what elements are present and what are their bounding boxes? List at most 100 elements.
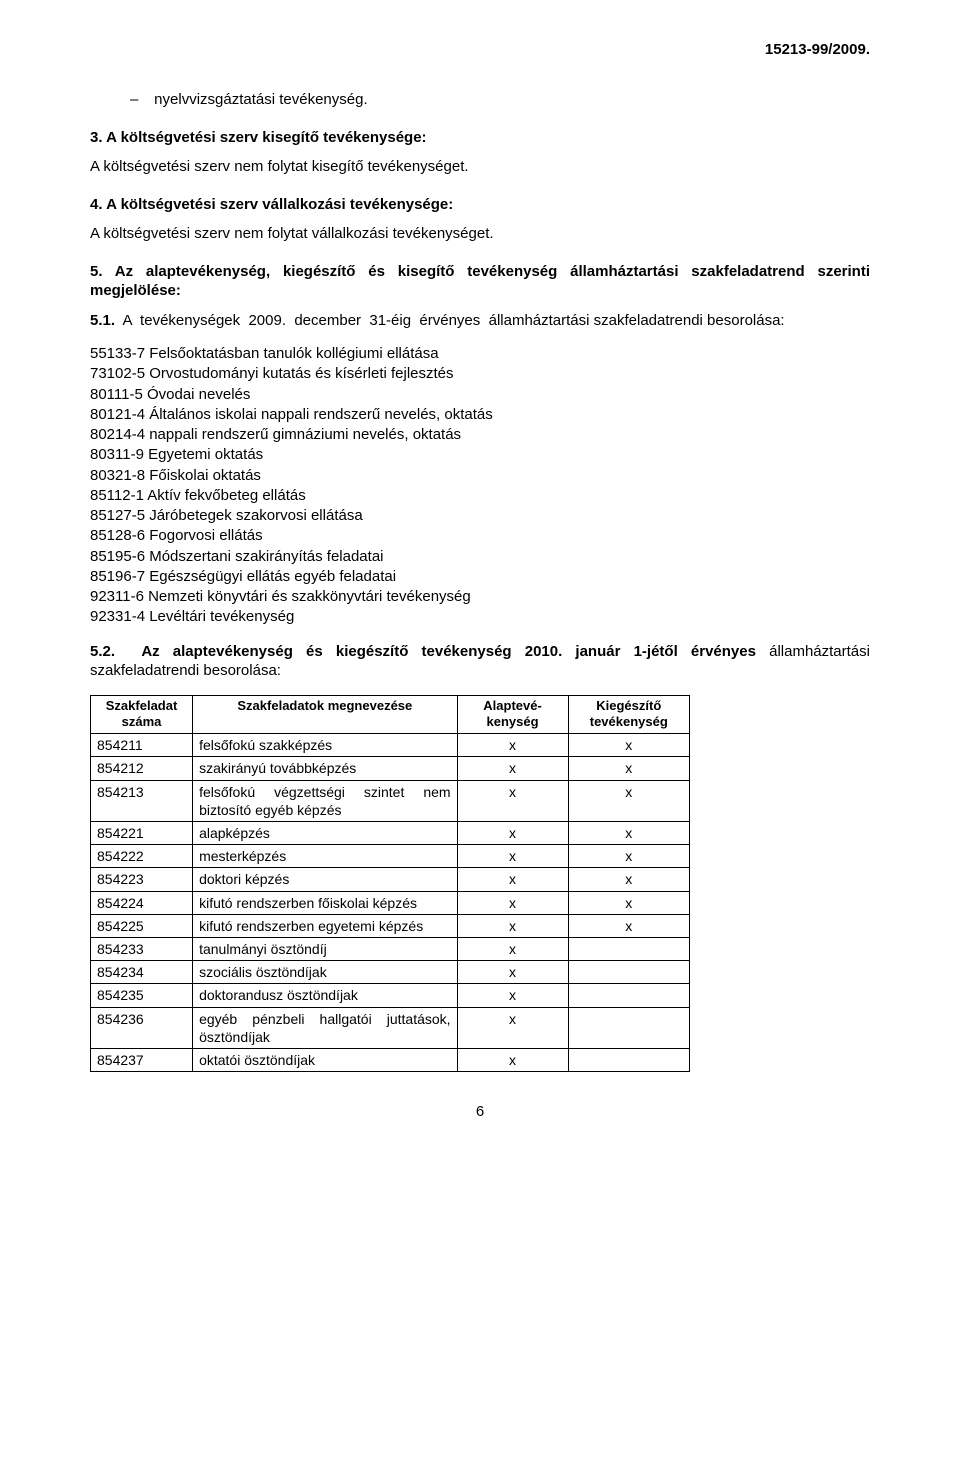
code-line: 80121-4 Általános iskolai nappali rendsz…: [90, 405, 870, 425]
page-number: 6: [90, 1102, 870, 1122]
table-cell: szakirányú továbbképzés: [193, 757, 458, 780]
table-cell: oktatói ösztöndíjak: [193, 1048, 458, 1071]
heading-5-2: 5.2. Az alaptevékenység és kiegészítő te…: [90, 642, 870, 681]
table-cell: 854236: [91, 1007, 193, 1048]
table-cell: 854221: [91, 822, 193, 845]
col-header-1: Szakfeladatok megnevezése: [193, 695, 458, 734]
table-cell: [568, 984, 689, 1007]
table-cell: x: [457, 780, 568, 821]
table-cell: x: [457, 937, 568, 960]
table-header-row: Szakfeladat száma Szakfeladatok megnevez…: [91, 695, 690, 734]
table-cell: [568, 961, 689, 984]
bullet-item: – nyelvvizsgáztatási tevékenység.: [130, 90, 870, 110]
table-cell: 854225: [91, 914, 193, 937]
table-cell: doktori képzés: [193, 868, 458, 891]
table-cell: 854233: [91, 937, 193, 960]
table-cell: [568, 1007, 689, 1048]
table-cell: 854224: [91, 891, 193, 914]
table-cell: x: [568, 891, 689, 914]
table-row: 854213felsőfokú végzettségi szintet nem …: [91, 780, 690, 821]
table-cell: szociális ösztöndíjak: [193, 961, 458, 984]
code-line: 80321-8 Főiskolai oktatás: [90, 466, 870, 486]
table-cell: 854222: [91, 845, 193, 868]
table-cell: 854237: [91, 1048, 193, 1071]
table-row: 854223doktori képzésxx: [91, 868, 690, 891]
table-cell: alapképzés: [193, 822, 458, 845]
heading-5: 5. Az alaptevékenység, kiegészítő és kis…: [90, 262, 870, 301]
table-cell: x: [568, 757, 689, 780]
table-cell: x: [457, 891, 568, 914]
table-cell: mesterképzés: [193, 845, 458, 868]
table-row: 854237oktatói ösztöndíjakx: [91, 1048, 690, 1071]
table-cell: [568, 937, 689, 960]
table-cell: x: [568, 734, 689, 757]
bullet-text: nyelvvizsgáztatási tevékenység.: [154, 91, 367, 108]
table-cell: x: [457, 734, 568, 757]
table-row: 854224kifutó rendszerben főiskolai képzé…: [91, 891, 690, 914]
table-cell: 854223: [91, 868, 193, 891]
table-row: 854235doktorandusz ösztöndíjakx: [91, 984, 690, 1007]
table-cell: x: [457, 822, 568, 845]
table-cell: doktorandusz ösztöndíjak: [193, 984, 458, 1007]
table-cell: x: [457, 868, 568, 891]
tasks-table: Szakfeladat száma Szakfeladatok megnevez…: [90, 695, 690, 1073]
table-cell: x: [568, 822, 689, 845]
table-cell: x: [457, 961, 568, 984]
table-cell: x: [457, 757, 568, 780]
body-4: A költségvetési szerv nem folytat vállal…: [90, 224, 870, 244]
heading-4: 4. A költségvetési szerv vállalkozási te…: [90, 195, 870, 215]
h52-bold: 5.2. Az alaptevékenység és kiegészítő te…: [90, 643, 756, 660]
table-cell: 854235: [91, 984, 193, 1007]
table-cell: x: [568, 914, 689, 937]
table-row: 854211felsőfokú szakképzésxx: [91, 734, 690, 757]
h51-num: 5.1.: [90, 312, 115, 329]
table-row: 854222mesterképzésxx: [91, 845, 690, 868]
table-row: 854225kifutó rendszerben egyetemi képzés…: [91, 914, 690, 937]
heading-5-1: 5.1. A tevékenységek 2009. december 31-é…: [90, 311, 870, 331]
table-cell: kifutó rendszerben főiskolai képzés: [193, 891, 458, 914]
code-line: 73102-5 Orvostudományi kutatás és kísérl…: [90, 364, 870, 384]
table-cell: [568, 1048, 689, 1071]
table-cell: 854234: [91, 961, 193, 984]
code-line: 85112-1 Aktív fekvőbeteg ellátás: [90, 486, 870, 506]
code-line: 92331-4 Levéltári tevékenység: [90, 607, 870, 627]
code-list: 55133-7 Felsőoktatásban tanulók kollégiu…: [90, 344, 870, 628]
table-cell: egyéb pénzbeli hallgatói juttatások, ösz…: [193, 1007, 458, 1048]
table-row: 854212szakirányú továbbképzésxx: [91, 757, 690, 780]
code-line: 85127-5 Járóbetegek szakorvosi ellátása: [90, 506, 870, 526]
table-cell: x: [457, 1007, 568, 1048]
code-line: 85195-6 Módszertani szakirányítás felada…: [90, 547, 870, 567]
body-3: A költségvetési szerv nem folytat kisegí…: [90, 157, 870, 177]
col-header-3: Kiegészítő tevékenység: [568, 695, 689, 734]
table-row: 854221alapképzésxx: [91, 822, 690, 845]
table-cell: tanulmányi ösztöndíj: [193, 937, 458, 960]
page: 15213-99/2009. – nyelvvizsgáztatási tevé…: [0, 0, 960, 1470]
table-cell: x: [568, 780, 689, 821]
table-row: 854236egyéb pénzbeli hallgatói juttatáso…: [91, 1007, 690, 1048]
table-cell: felsőfokú szakképzés: [193, 734, 458, 757]
table-cell: 854213: [91, 780, 193, 821]
table-row: 854233tanulmányi ösztöndíjx: [91, 937, 690, 960]
dash-icon: –: [130, 90, 150, 110]
code-line: 80214-4 nappali rendszerű gimnáziumi nev…: [90, 425, 870, 445]
table-cell: x: [568, 868, 689, 891]
table-cell: 854211: [91, 734, 193, 757]
document-number: 15213-99/2009.: [765, 40, 870, 60]
code-line: 80111-5 Óvodai nevelés: [90, 385, 870, 405]
table-cell: felsőfokú végzettségi szintet nem biztos…: [193, 780, 458, 821]
code-line: 85128-6 Fogorvosi ellátás: [90, 526, 870, 546]
col-header-0: Szakfeladat száma: [91, 695, 193, 734]
table-cell: x: [568, 845, 689, 868]
table-cell: x: [457, 845, 568, 868]
table-cell: 854212: [91, 757, 193, 780]
code-line: 80311-9 Egyetemi oktatás: [90, 445, 870, 465]
code-line: 55133-7 Felsőoktatásban tanulók kollégiu…: [90, 344, 870, 364]
table-cell: x: [457, 984, 568, 1007]
table-cell: x: [457, 1048, 568, 1071]
table-row: 854234szociális ösztöndíjakx: [91, 961, 690, 984]
table-cell: kifutó rendszerben egyetemi képzés: [193, 914, 458, 937]
table-cell: x: [457, 914, 568, 937]
code-line: 85196-7 Egészségügyi ellátás egyéb felad…: [90, 567, 870, 587]
heading-3: 3. A költségvetési szerv kisegítő tevéke…: [90, 128, 870, 148]
code-line: 92311-6 Nemzeti könyvtári és szakkönyvtá…: [90, 587, 870, 607]
